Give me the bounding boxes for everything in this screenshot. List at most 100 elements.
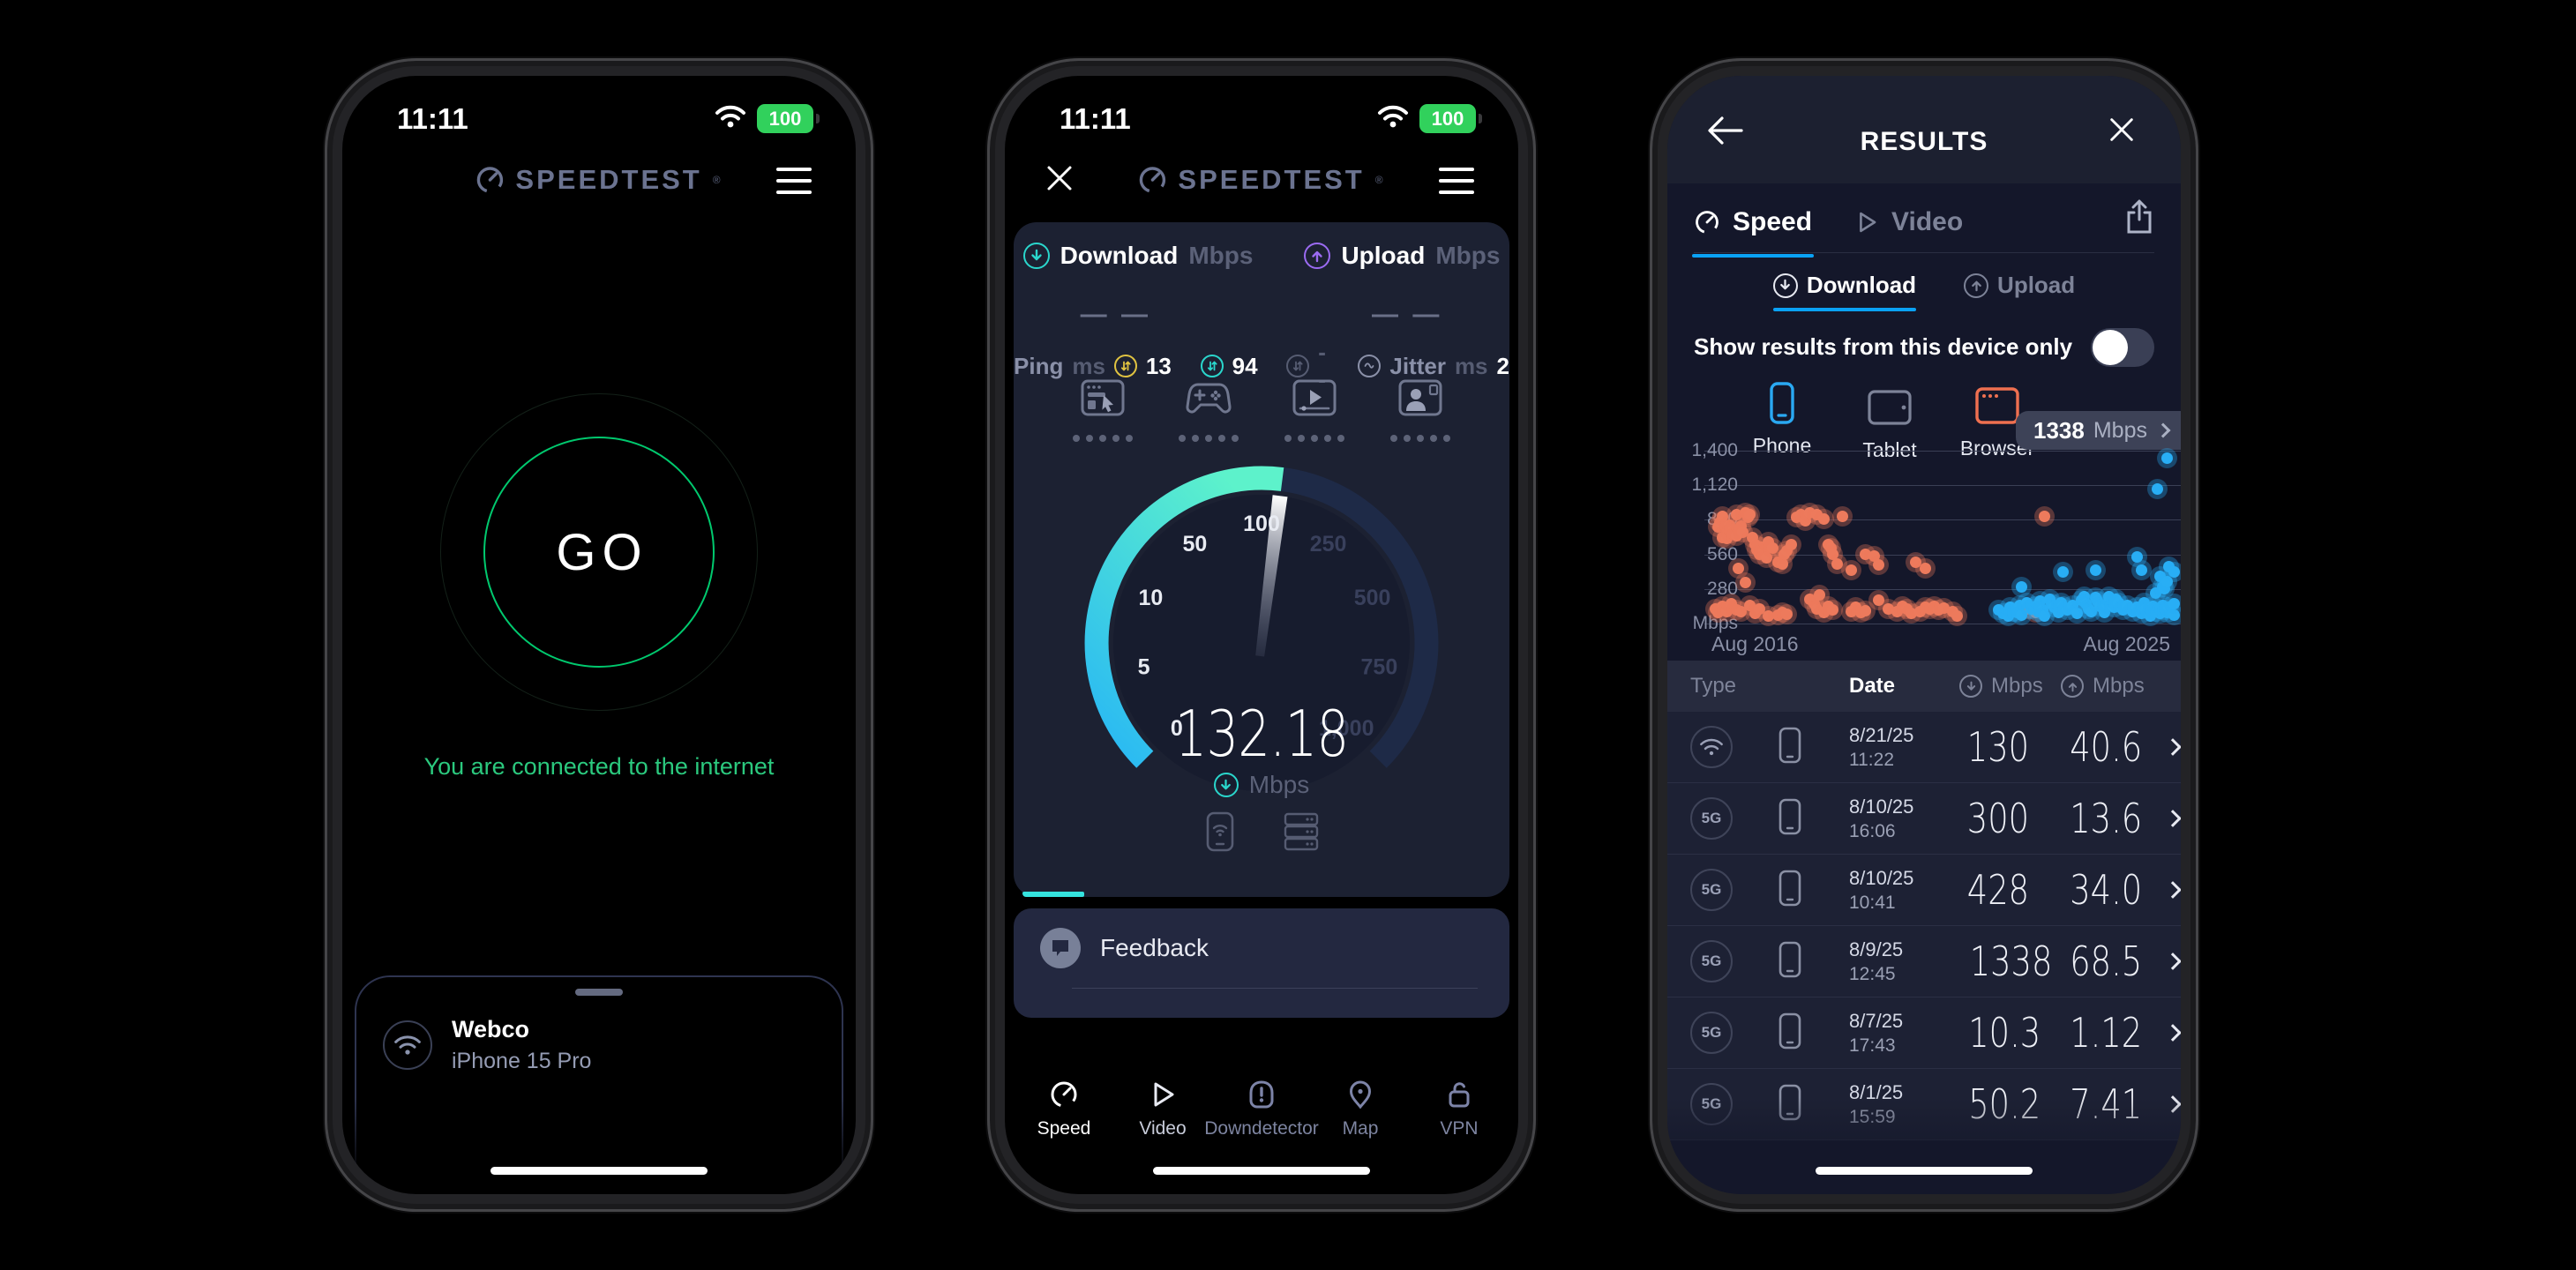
close-icon[interactable] (1044, 162, 1079, 198)
chart-point-newer-results[interactable] (2071, 608, 2083, 620)
chart-point-older-results[interactable] (1737, 526, 1749, 538)
test-card: Download Mbps Upload Mbps — — — — Ping m (1014, 222, 1509, 897)
rating-dots (1284, 435, 1344, 442)
feedback-chat-icon (1040, 928, 1081, 968)
chart-point-older-results[interactable] (1734, 606, 1747, 618)
chart-point-older-results[interactable] (1781, 609, 1793, 620)
chart-point-older-results[interactable] (1919, 562, 1931, 574)
chart-point-older-results[interactable] (1836, 510, 1848, 522)
chart-point-newer-results[interactable] (2130, 550, 2143, 563)
chart-point-newer-results[interactable] (2057, 565, 2070, 578)
chart-point-older-results[interactable] (1733, 562, 1745, 574)
tab-speed[interactable]: Speed (1691, 198, 1815, 258)
chart-point-newer-results[interactable] (2152, 482, 2164, 495)
chart-point-newer-results[interactable] (2168, 598, 2180, 610)
chart-point-newer-results[interactable] (2039, 610, 2051, 623)
go-button[interactable]: GO (483, 437, 715, 668)
chart-point-newer-results[interactable] (2160, 575, 2173, 587)
subtab-download[interactable]: Download (1772, 272, 1917, 311)
nav-item-map[interactable]: Map (1329, 1080, 1391, 1139)
chart-point-older-results[interactable] (1730, 509, 1742, 521)
chart-point-older-results[interactable] (1873, 559, 1885, 571)
filter-browser[interactable]: Browser (1960, 381, 2034, 462)
nav-item-speed[interactable]: Speed (1033, 1080, 1095, 1139)
chart-point-older-results[interactable] (1786, 538, 1798, 550)
result-row[interactable]: 5G 8/9/25 12:45 1338 68.5 (1667, 926, 2181, 997)
share-icon[interactable] (2124, 199, 2154, 235)
max-speed-badge[interactable]: 1338 Mbps (2016, 411, 2181, 450)
chart-point-older-results[interactable] (1744, 599, 1756, 611)
chart-point-older-results[interactable] (1906, 607, 1917, 619)
col-download-mbps: Mbps (1959, 674, 2061, 698)
chart-point-older-results[interactable] (1859, 549, 1871, 561)
result-row[interactable]: 8/21/25 11:22 130 40.6 (1667, 712, 2181, 783)
wifi-icon (715, 104, 746, 133)
chart-point-older-results[interactable] (1753, 602, 1765, 615)
ping-jitter-row: Ping ms 13 94 -- (1014, 339, 1509, 392)
nav-item-vpn[interactable]: VPN (1428, 1080, 1490, 1139)
chart-point-older-results[interactable] (1744, 509, 1756, 521)
menu-icon[interactable] (776, 168, 812, 194)
chart-point-older-results[interactable] (1763, 610, 1775, 623)
chart-point-newer-results[interactable] (2089, 564, 2101, 577)
chart-point-newer-results[interactable] (2016, 580, 2028, 593)
chart-point-newer-results[interactable] (2136, 564, 2147, 577)
chart-point-older-results[interactable] (1760, 552, 1772, 564)
chart-point-older-results[interactable] (1859, 604, 1871, 616)
nav-item-video[interactable]: Video (1132, 1080, 1194, 1139)
chart-point-older-results[interactable] (1716, 510, 1728, 522)
chart-point-older-results[interactable] (1776, 558, 1788, 571)
chart-point-older-results[interactable] (1767, 542, 1779, 555)
tab-video[interactable]: Video (1854, 198, 1963, 247)
chart-point-older-results[interactable] (1868, 550, 1881, 563)
chart-point-older-results[interactable] (1937, 602, 1950, 614)
home-indicator[interactable] (1153, 1167, 1370, 1175)
chart-point-older-results[interactable] (1827, 549, 1839, 561)
home-indicator[interactable] (490, 1167, 708, 1175)
chart-point-newer-results[interactable] (2160, 452, 2173, 465)
filter-tablet[interactable]: Tablet (1854, 381, 1925, 462)
chart-point-older-results[interactable] (1799, 515, 1811, 527)
chart-point-older-results[interactable] (1873, 594, 1885, 606)
chart-point-older-results[interactable] (1831, 558, 1844, 571)
connection-sheet[interactable]: Webco iPhone 15 Pro (355, 975, 843, 1177)
feedback-card[interactable]: Feedback (1014, 908, 1509, 1018)
back-arrow-icon[interactable] (1706, 115, 1745, 153)
subtab-upload[interactable]: Upload (1964, 272, 2075, 299)
device-type-filters: Phone Tablet Browser (1747, 381, 2034, 462)
menu-icon[interactable] (1439, 168, 1474, 194)
status-time: 11:11 (397, 102, 468, 135)
chart-point-newer-results[interactable] (2034, 595, 2047, 608)
chart-point-older-results[interactable] (1827, 604, 1839, 616)
upload-ping-value: -- (1318, 339, 1326, 392)
drag-handle[interactable] (575, 989, 623, 996)
chart-point-older-results[interactable] (1813, 589, 1825, 601)
chart-point-older-results[interactable] (1817, 512, 1830, 525)
result-row[interactable]: 5G 8/7/25 17:43 10.3 1.12 (1667, 997, 2181, 1069)
result-row[interactable]: 5G 8/10/25 10:41 428 34.0 (1667, 855, 2181, 926)
map-pin-icon (1349, 1080, 1372, 1109)
filter-phone[interactable]: Phone (1747, 381, 1817, 462)
chart-point-newer-results[interactable] (2066, 599, 2078, 611)
download-ping-icon (1200, 355, 1224, 377)
chart-point-older-results[interactable] (1882, 602, 1894, 615)
chart-point-older-results[interactable] (1846, 564, 1858, 577)
chart-point-older-results[interactable] (1740, 577, 1751, 589)
nav-item-downdetector[interactable]: Downdetector (1204, 1080, 1319, 1139)
chart-point-newer-results[interactable] (2168, 609, 2180, 621)
device-filter-toggle[interactable] (2091, 328, 2154, 367)
home-indicator[interactable] (1816, 1167, 2033, 1175)
chart-point-newer-results[interactable] (2168, 565, 2180, 578)
chart-point-older-results[interactable] (1910, 556, 1922, 568)
chart-point-older-results[interactable] (2039, 510, 2051, 522)
chart-point-newer-results[interactable] (2016, 609, 2028, 621)
result-row[interactable]: 5G 8/10/25 16:06 300 13.6 (1667, 783, 2181, 855)
upload-value-placeholder: — — (1372, 300, 1443, 329)
chart-point-older-results[interactable] (1951, 610, 1964, 623)
chart-point-newer-results[interactable] (2085, 605, 2097, 617)
close-icon[interactable] (2107, 115, 2142, 150)
chart-point-newer-results[interactable] (2099, 606, 2111, 618)
phone-icon (1778, 727, 1849, 768)
jitter-value: 2 (1496, 352, 1509, 379)
